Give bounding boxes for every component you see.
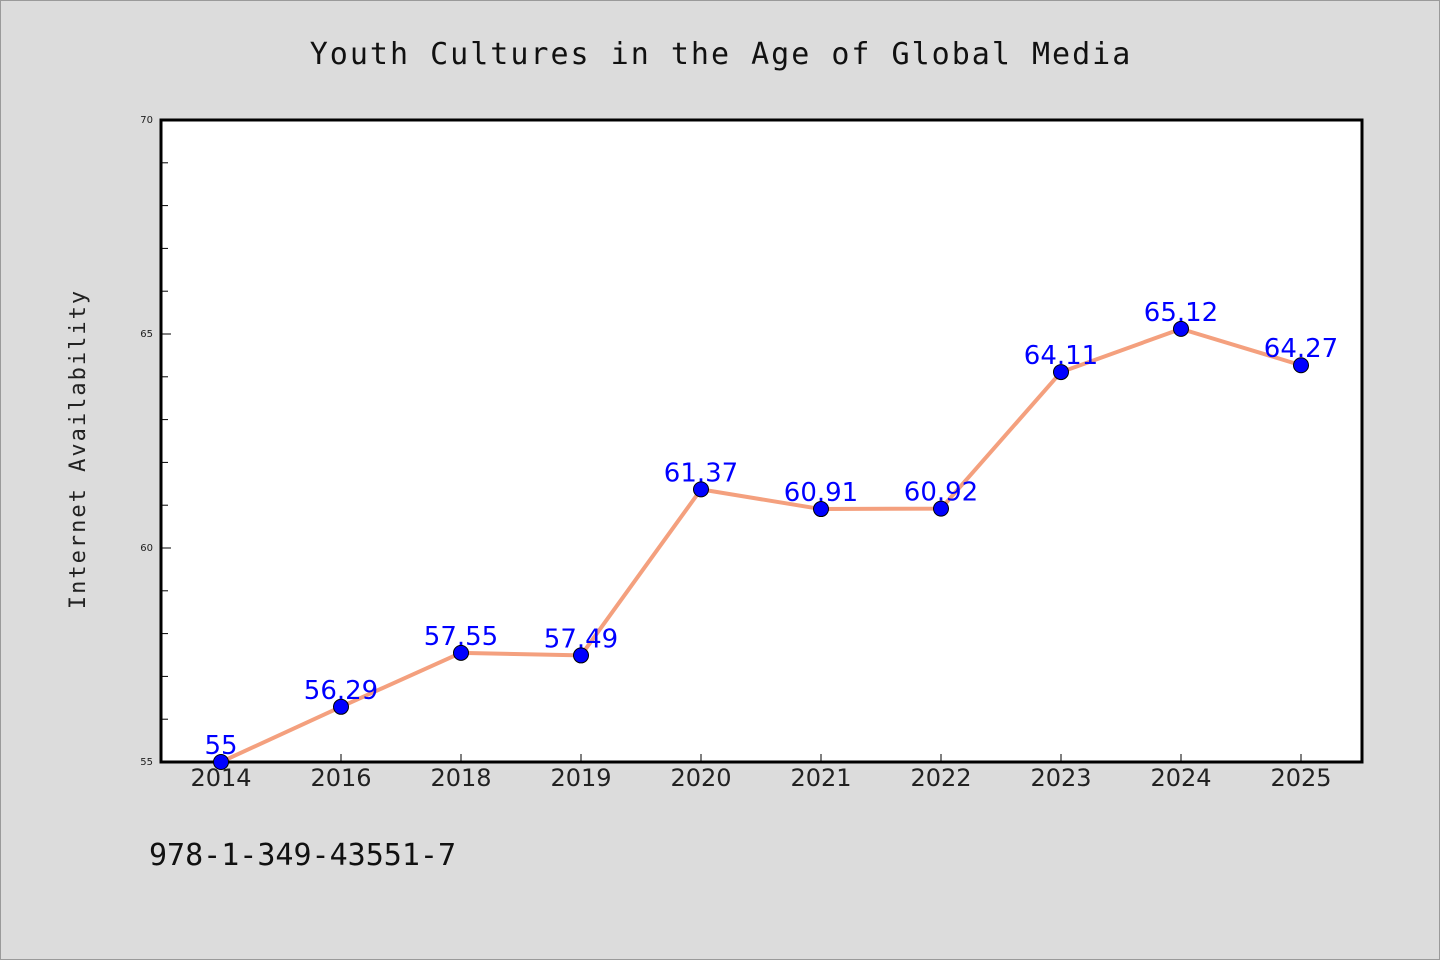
data-label: 64.27 — [1264, 334, 1338, 364]
x-tick-label: 2024 — [1150, 764, 1211, 792]
y-tick-label: 55 — [140, 757, 153, 768]
x-tick-label: 2021 — [790, 764, 851, 792]
x-tick-label: 2020 — [670, 764, 731, 792]
x-tick-label: 2025 — [1270, 764, 1331, 792]
x-axis: 2014 2016 2018 2019 2020 2021 2022 2023 2024 2025 — [190, 754, 1332, 792]
x-tick-label: 2018 — [430, 764, 491, 792]
x-tick-label: 2022 — [910, 764, 971, 792]
plot-area — [159, 118, 1364, 764]
footer-isbn: 978-1-349-43551-7 — [149, 838, 456, 873]
data-label: 60.91 — [784, 478, 858, 508]
data-point — [333, 698, 349, 715]
data-point — [213, 754, 229, 770]
data-label: 64.11 — [1024, 341, 1098, 371]
y-axis: 55 60 65 70 — [140, 115, 171, 768]
data-label-layer: 55 56.29 57.55 57.49 61.37 60.91 60.92 64.11 65.… — [204, 298, 1338, 761]
data-label: 65.12 — [1144, 298, 1218, 328]
data-label: 60.92 — [904, 478, 978, 508]
y-tick-label: 70 — [140, 115, 153, 126]
data-label: 61.37 — [664, 458, 738, 488]
data-label: 57.55 — [424, 622, 498, 652]
data-label: 56.29 — [304, 676, 378, 706]
data-point — [1293, 357, 1309, 374]
y-tick-label: 60 — [140, 543, 153, 554]
chart-title: Youth Cultures in the Age of Global Medi… — [310, 37, 1133, 72]
data-point — [453, 644, 469, 661]
data-point — [813, 501, 829, 518]
x-tick-label: 2019 — [550, 764, 611, 792]
data-point — [1173, 320, 1189, 337]
y-tick-label: 65 — [140, 329, 153, 340]
series-line — [219, 326, 1303, 764]
series-layer — [213, 320, 1309, 770]
x-tick-label: 2023 — [1030, 764, 1091, 792]
data-label: 55 — [204, 731, 237, 761]
data-label: 57.49 — [544, 624, 618, 654]
data-point — [933, 500, 949, 517]
data-point — [573, 647, 589, 664]
y-axis-label: Internet Availability — [66, 289, 91, 609]
data-point — [693, 481, 709, 498]
data-point — [1053, 364, 1069, 381]
x-tick-label: 2016 — [310, 764, 371, 792]
